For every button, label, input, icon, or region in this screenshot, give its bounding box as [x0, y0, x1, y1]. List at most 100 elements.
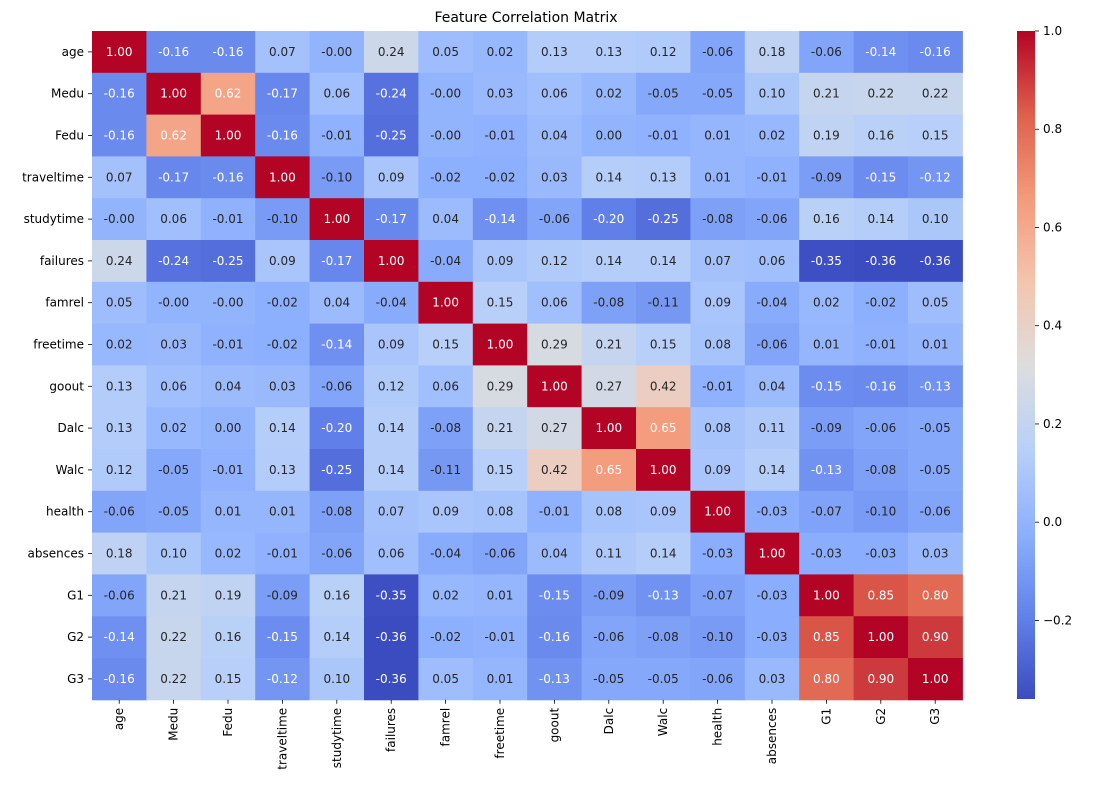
cell-value-label: 0.62: [215, 87, 242, 101]
cell-value-label: 0.13: [269, 463, 296, 477]
cell-value-label: 0.10: [160, 547, 187, 561]
cell-value-label: -0.17: [158, 170, 189, 184]
y-tick-label: G3: [67, 672, 84, 686]
heatmap-cell: [527, 156, 583, 199]
heatmap-cell: [744, 449, 800, 492]
heatmap-cell: [853, 616, 909, 659]
cell-value-label: 0.05: [106, 296, 133, 310]
cell-value-label: -0.10: [321, 170, 352, 184]
chart-title: Feature Correlation Matrix: [434, 10, 617, 26]
cell-value-label: 1.00: [215, 129, 242, 143]
heatmap-cell: [418, 198, 474, 241]
cell-value-label: 0.04: [541, 547, 568, 561]
heatmap-cell: [309, 323, 365, 366]
cell-value-label: -0.14: [321, 338, 352, 352]
heatmap-cell: [853, 574, 909, 617]
cell-value-label: 1.00: [323, 212, 350, 226]
heatmap-cell: [744, 407, 800, 450]
x-tick-label: G3: [928, 708, 942, 725]
heatmap-cell: [418, 574, 474, 617]
cell-value-label: -0.06: [865, 421, 896, 435]
heatmap-cell: [92, 323, 147, 366]
cell-value-label: -0.01: [702, 379, 733, 393]
heatmap-cell: [364, 198, 419, 241]
heatmap-cell: [418, 449, 474, 492]
cell-value-label: -0.06: [484, 547, 515, 561]
cell-value-label: -0.06: [539, 212, 570, 226]
heatmap-cell: [309, 198, 365, 241]
cell-value-label: 0.02: [759, 129, 786, 143]
colorbar-tick-label: 0.4: [1043, 319, 1062, 333]
heatmap-cell: [364, 532, 419, 575]
heatmap-cell: [309, 240, 365, 283]
y-tick-label: failures: [40, 254, 84, 268]
cell-value-label: 0.02: [160, 421, 187, 435]
heatmap-cell: [744, 532, 800, 575]
cell-value-label: -0.06: [920, 505, 951, 519]
cell-value-label: 0.12: [106, 463, 133, 477]
cell-value-label: 0.03: [541, 170, 568, 184]
heatmap-cell: [418, 240, 474, 283]
cell-value-label: 0.15: [922, 129, 949, 143]
heatmap-cell: [146, 658, 202, 701]
heatmap-cell: [364, 658, 419, 701]
heatmap-cell: [581, 449, 637, 492]
cell-value-label: -0.01: [212, 463, 243, 477]
heatmap-cell: [364, 281, 419, 325]
cell-value-label: 0.08: [487, 505, 514, 519]
cell-value-label: -0.06: [321, 547, 352, 561]
heatmap-cell: [472, 658, 528, 701]
heatmap-cell: [799, 449, 855, 492]
cell-value-label: -0.25: [648, 212, 679, 226]
cell-value-label: -0.24: [376, 87, 407, 101]
cell-value-label: -0.00: [430, 129, 461, 143]
y-tick-label: age: [62, 45, 84, 59]
heatmap-cell: [200, 198, 256, 241]
cell-value-label: -0.01: [484, 630, 515, 644]
heatmap-cell: [418, 658, 474, 701]
heatmap-cell: [527, 532, 583, 575]
cell-value-label: 0.07: [704, 254, 731, 268]
heatmap-cell: [690, 532, 746, 575]
heatmap-cell: [364, 574, 419, 617]
cell-value-label: 0.13: [595, 45, 622, 59]
heatmap-cell: [744, 198, 800, 241]
cell-value-label: -0.01: [212, 212, 243, 226]
heatmap-cell: [799, 198, 855, 241]
heatmap-cell: [527, 281, 583, 325]
cell-value-label: -0.02: [430, 630, 461, 644]
heatmap-cell: [364, 114, 419, 157]
cell-value-label: -0.05: [648, 87, 679, 101]
cell-value-label: 1.00: [160, 87, 187, 101]
heatmap-cell: [581, 616, 637, 659]
heatmap-cell: [799, 156, 855, 199]
x-tick-label: Dalc: [602, 708, 616, 735]
cell-value-label: 0.16: [867, 129, 894, 143]
cell-value-label: 0.02: [487, 45, 514, 59]
cell-value-label: 0.10: [323, 672, 350, 686]
heatmap-cell: [853, 31, 909, 74]
heatmap-cell: [255, 365, 311, 408]
cell-value-label: -0.06: [593, 630, 624, 644]
heatmap-cell: [636, 198, 691, 241]
cell-value-label: -0.01: [756, 170, 787, 184]
heatmap-cell: [418, 281, 474, 325]
cell-value-label: 0.03: [922, 547, 949, 561]
cell-value-label: 1.00: [595, 421, 622, 435]
heatmap-cell: [853, 156, 909, 199]
x-tick-label: freetime: [493, 708, 507, 759]
heatmap-cell: [364, 449, 419, 492]
cell-value-label: 1.00: [813, 588, 840, 602]
cell-value-label: 0.03: [269, 379, 296, 393]
heatmap-cell: [636, 31, 691, 74]
heatmap-cell: [472, 156, 528, 199]
cell-value-label: -0.13: [920, 379, 951, 393]
heatmap-cell: [636, 574, 691, 617]
heatmap-cell: [364, 407, 419, 450]
cell-value-label: -0.09: [593, 588, 624, 602]
heatmap-cell: [200, 156, 256, 199]
heatmap-cell: [146, 156, 202, 199]
cell-value-label: 0.09: [704, 463, 731, 477]
cell-value-label: -0.16: [158, 45, 189, 59]
cell-value-label: -0.06: [811, 45, 842, 59]
